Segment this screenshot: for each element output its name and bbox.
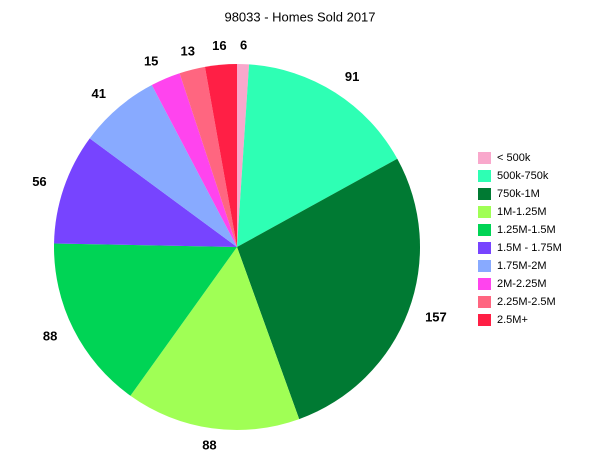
pie-slice [151,73,237,248]
pie-slice [237,64,250,247]
pie-slice [237,64,398,247]
legend-label: 1.5M - 1.75M [497,242,562,254]
data-label: 88 [43,329,57,344]
legend-label: 1M-1.25M [497,206,547,218]
data-label: 157 [425,309,447,324]
legend-swatch [478,188,491,200]
legend-swatch [478,170,491,182]
data-label: 13 [181,44,195,59]
data-label: 15 [144,53,158,68]
legend-swatch [478,260,491,272]
legend-label: 750k-1M [497,188,540,200]
legend-swatch [478,206,491,218]
legend-label: 1.25M-1.5M [497,224,556,236]
legend-label: 500k-750k [497,170,549,182]
legend-swatch [478,224,491,236]
chart-title: 98033 - Homes Sold 2017 [224,9,375,24]
pie-slice [130,247,300,430]
legend-label: 1.75M-2M [497,260,547,272]
legend-swatch [478,278,491,290]
legend-label: 2.5M+ [497,314,528,326]
pie-slice [89,85,237,247]
legend-label: 2M-2.25M [497,278,547,290]
legend-label: < 500k [497,152,531,164]
pie-slice [54,138,237,247]
legend-swatch [478,314,491,326]
data-label: 56 [32,174,46,189]
legend-label: 2.25M-2.5M [497,296,556,308]
data-label: 6 [240,38,247,53]
data-label: 41 [92,86,106,101]
legend-swatch [478,242,491,254]
legend-swatch [478,152,491,164]
legend-swatch [478,296,491,308]
data-label: 16 [212,38,226,53]
data-label: 91 [345,69,359,84]
data-label: 88 [202,438,216,453]
pie-slice [53,243,238,396]
pie-slice [237,158,420,420]
pie-slice [179,66,237,248]
pie-slice [204,64,237,247]
